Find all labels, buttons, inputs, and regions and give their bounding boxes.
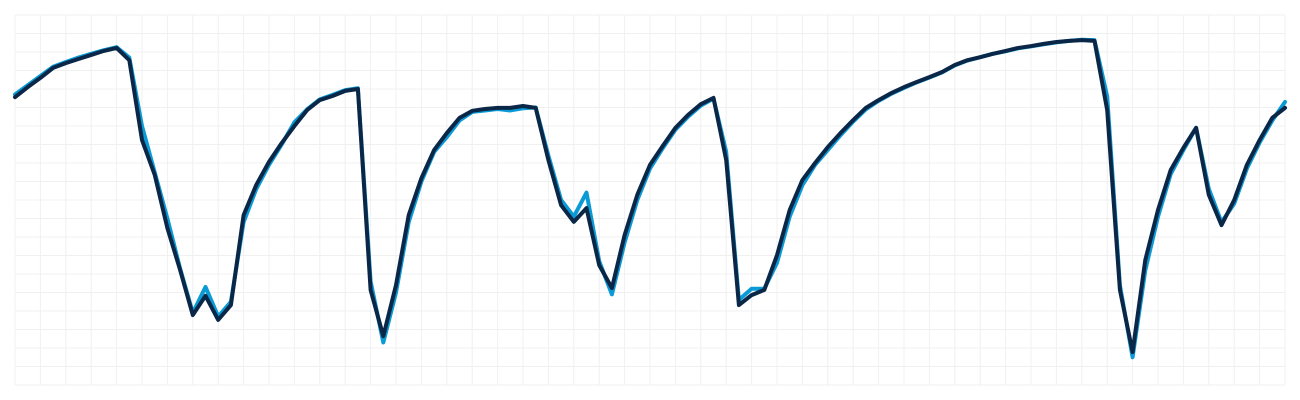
line-series [13, 38, 1287, 355]
